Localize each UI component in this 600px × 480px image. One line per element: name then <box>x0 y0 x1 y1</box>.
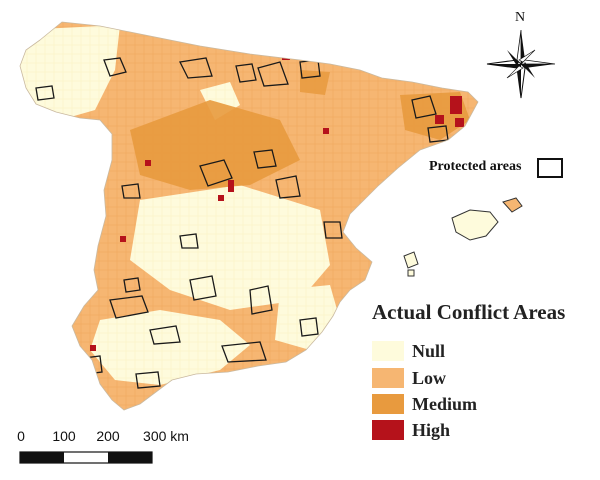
spain-coastline <box>19 21 479 411</box>
protected-area-outlines <box>35 57 449 389</box>
legend-swatch-medium <box>372 394 404 414</box>
scale-tick-100: 100 <box>52 428 76 444</box>
north-label: N <box>515 10 526 25</box>
legend-label-medium: Medium <box>412 393 477 414</box>
legend-swatch-null <box>372 341 404 361</box>
legend-swatch-low <box>372 368 404 388</box>
legend-item-low: Low <box>372 367 446 389</box>
legend-label-null: Null <box>412 340 446 361</box>
legend-label-low: Low <box>412 367 447 388</box>
legend-swatch-high <box>372 420 404 440</box>
legend-item-null: Null <box>372 340 445 362</box>
balearic-islands <box>403 197 523 277</box>
scale-bar <box>19 451 153 464</box>
legend-item-high: High <box>372 419 450 441</box>
scale-tick-0: 0 <box>17 428 25 444</box>
scale-tick-300-km: 300 km <box>143 428 189 444</box>
scale-tick-200: 200 <box>96 428 120 444</box>
legend-item-medium: Medium <box>372 393 477 415</box>
legend-title: Actual Conflict Areas <box>372 300 566 324</box>
protected-areas-label: Protected areas <box>429 159 522 174</box>
legend-label-high: High <box>412 419 451 440</box>
north-arrow-icon <box>486 29 556 99</box>
protected-areas-swatch <box>537 158 563 178</box>
